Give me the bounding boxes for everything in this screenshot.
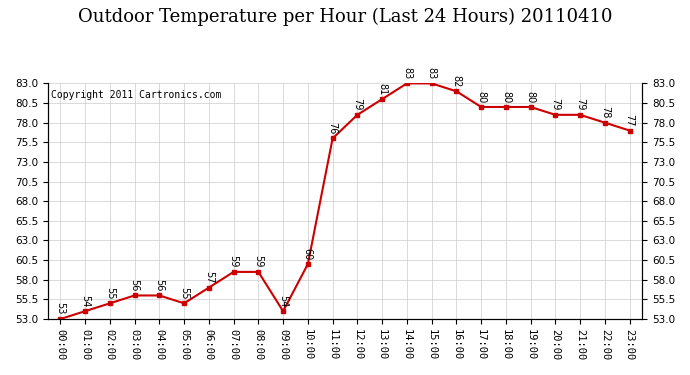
Text: 77: 77	[624, 114, 635, 126]
Text: 79: 79	[575, 98, 585, 111]
Text: 59: 59	[253, 255, 264, 268]
Text: Copyright 2011 Cartronics.com: Copyright 2011 Cartronics.com	[51, 90, 221, 101]
Text: 79: 79	[353, 98, 362, 111]
Text: 54: 54	[278, 295, 288, 307]
Text: 80: 80	[501, 90, 511, 103]
Text: 78: 78	[600, 106, 610, 118]
Text: 83: 83	[402, 67, 412, 79]
Text: 53: 53	[55, 303, 66, 315]
Text: 76: 76	[328, 122, 337, 134]
Text: 80: 80	[476, 90, 486, 103]
Text: 56: 56	[155, 279, 164, 291]
Text: 82: 82	[451, 75, 462, 87]
Text: 80: 80	[526, 90, 535, 103]
Text: 54: 54	[80, 295, 90, 307]
Text: 56: 56	[130, 279, 139, 291]
Text: 81: 81	[377, 83, 387, 95]
Text: 79: 79	[551, 98, 560, 111]
Text: 57: 57	[204, 271, 214, 284]
Text: 55: 55	[105, 286, 115, 299]
Text: Outdoor Temperature per Hour (Last 24 Hours) 20110410: Outdoor Temperature per Hour (Last 24 Ho…	[78, 8, 612, 26]
Text: 60: 60	[303, 248, 313, 260]
Text: 55: 55	[179, 286, 189, 299]
Text: 59: 59	[228, 255, 239, 268]
Text: 83: 83	[426, 67, 437, 79]
